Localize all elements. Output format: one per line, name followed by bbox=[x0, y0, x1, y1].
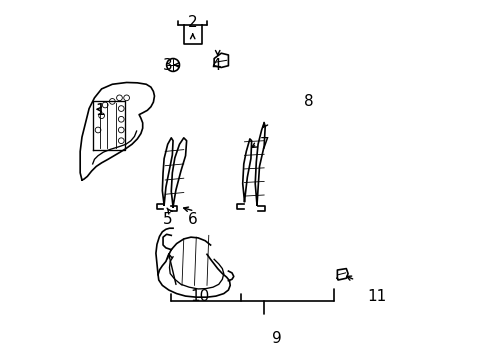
Text: 6: 6 bbox=[187, 212, 197, 227]
Text: 8: 8 bbox=[304, 94, 313, 109]
Text: 2: 2 bbox=[187, 15, 197, 30]
Text: 1: 1 bbox=[95, 103, 104, 118]
Text: 9: 9 bbox=[271, 332, 281, 346]
Text: 3: 3 bbox=[163, 58, 172, 73]
Text: 4: 4 bbox=[211, 58, 220, 73]
Text: 7: 7 bbox=[259, 137, 268, 152]
Text: 11: 11 bbox=[366, 289, 386, 303]
Text: 10: 10 bbox=[190, 289, 209, 303]
Text: 5: 5 bbox=[163, 212, 172, 227]
